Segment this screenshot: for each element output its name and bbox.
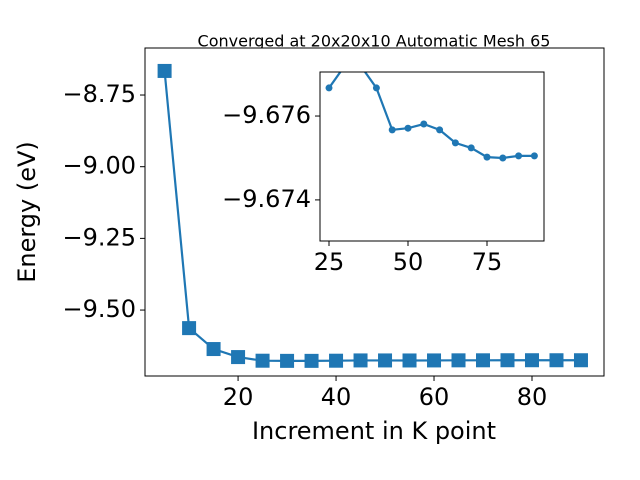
marker <box>402 353 417 368</box>
x-tick-label: 20 <box>223 383 254 411</box>
marker <box>500 353 515 368</box>
y-tick-label: −8.75 <box>62 80 136 108</box>
marker <box>206 342 221 357</box>
plot-layer <box>157 63 588 368</box>
axes-frame <box>319 71 545 242</box>
y-tick-label: −9.676 <box>222 101 311 129</box>
marker <box>451 139 459 147</box>
marker <box>182 321 197 336</box>
marker <box>515 152 523 160</box>
marker <box>420 120 428 128</box>
marker <box>280 353 295 368</box>
plot-layer <box>325 72 538 162</box>
marker <box>476 353 491 368</box>
marker <box>353 353 368 368</box>
marker <box>304 353 319 368</box>
marker <box>427 353 442 368</box>
marker <box>255 353 270 368</box>
marker <box>524 353 539 368</box>
marker <box>549 353 564 368</box>
marker <box>388 126 396 134</box>
marker <box>467 144 475 152</box>
x-tick-label: 75 <box>472 248 503 276</box>
y-tick-label: −9.50 <box>62 295 136 323</box>
y-axis-label: Energy (eV) <box>13 141 41 283</box>
x-tick-label: 50 <box>393 248 424 276</box>
marker <box>404 124 412 132</box>
x-tick-label: 40 <box>321 383 352 411</box>
marker <box>499 154 507 162</box>
marker <box>372 84 380 92</box>
x-tick-label: 80 <box>517 383 548 411</box>
marker <box>157 63 172 78</box>
marker <box>573 353 588 368</box>
x-axis-label: Increment in K point <box>252 417 496 445</box>
marker <box>530 152 538 160</box>
x-tick-label: 25 <box>314 248 345 276</box>
marker <box>329 353 344 368</box>
marker <box>436 126 444 134</box>
chart-title: Converged at 20x20x10 Automatic Mesh 65 <box>198 32 551 51</box>
marker <box>378 353 393 368</box>
marker <box>325 84 333 92</box>
marker <box>231 350 246 365</box>
marker <box>483 153 491 161</box>
y-tick-label: −9.674 <box>222 185 311 213</box>
x-tick-label: 60 <box>419 383 450 411</box>
axes-frame <box>144 47 605 377</box>
y-tick-label: −9.25 <box>62 223 136 251</box>
y-tick-label: −9.00 <box>62 152 136 180</box>
marker <box>451 353 466 368</box>
